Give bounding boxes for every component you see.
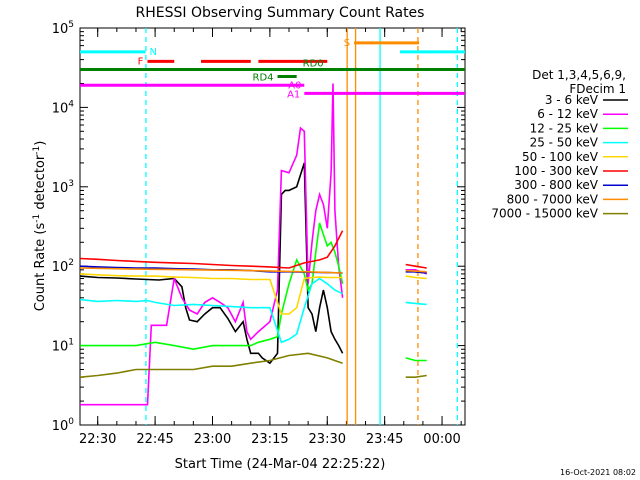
x-tick-label: 23:30 [309, 432, 346, 447]
series-line-4 [80, 273, 343, 315]
series-line-1 [80, 83, 344, 406]
legend-entry-label: 100 - 300 keV [514, 164, 598, 178]
y-tick-label: 100 [52, 417, 75, 434]
x-tick-label: 23:15 [251, 432, 288, 447]
chart-title: RHESSI Observing Summary Count Rates [136, 5, 425, 21]
series-line-5 [405, 263, 427, 269]
legend-header-line-2: FDecim 1 [569, 82, 626, 96]
legend-entry-label: 25 - 50 keV [530, 136, 599, 150]
y-tick-label: 105 [52, 20, 74, 37]
legend-entry-label: 300 - 800 keV [514, 178, 598, 192]
x-tick-label: 00:00 [423, 432, 460, 447]
y-axis: 100 101 102 103 104 105 [52, 20, 465, 434]
legend-entry-label: 6 - 12 keV [537, 107, 599, 121]
flag-label-n: N [150, 47, 157, 58]
y-tick-label: 101 [52, 338, 74, 355]
y-tick-label: 104 [52, 99, 75, 116]
y-axis-label: Count Rate (s-1 detector-1) [32, 141, 48, 312]
legend-entry-label: 12 - 25 keV [530, 121, 599, 135]
x-tick-label: 23:00 [194, 432, 231, 447]
series-line-7 [80, 267, 343, 274]
series-line-8 [80, 352, 343, 378]
x-axis-label: Start Time (24-Mar-04 22:25:22) [175, 457, 386, 472]
flag-label-rd4: RD4 [253, 73, 274, 84]
series-line-2 [405, 357, 427, 362]
plot-area [79, 27, 466, 426]
y-tick-label: 102 [52, 258, 74, 275]
marker-lines [145, 28, 458, 425]
series-line-5 [80, 230, 344, 269]
data-series [80, 83, 427, 406]
legend-entry-label: 800 - 7000 keV [507, 192, 599, 206]
flag-label-a0: A0 [288, 80, 301, 91]
flag-label-s: S [344, 38, 350, 49]
x-tick-label: 22:30 [79, 432, 116, 447]
series-line-4 [405, 275, 427, 280]
legend-header-line-1: Det 1,3,4,5,6,9, [532, 68, 626, 82]
x-tick-label: 23:45 [366, 432, 403, 447]
series-line-8 [405, 374, 427, 379]
y-tick-label: 103 [52, 179, 74, 196]
series-line-2 [80, 222, 344, 351]
legend-entry-label: 7000 - 15000 keV [491, 207, 598, 221]
flag-label-f: F [138, 56, 144, 67]
series-line-7 [405, 269, 427, 273]
flag-label-rd0: RD0 [303, 59, 324, 70]
series-line-3 [405, 301, 427, 306]
x-tick-label: 22:45 [136, 432, 173, 447]
footer-timestamp: 16-Oct-2021 08:02 [560, 468, 636, 477]
flag-label-a1: A1 [287, 89, 300, 100]
legend-entry-label: 50 - 100 keV [522, 150, 599, 164]
x-axis: 22:30 22:45 23:00 23:15 23:30 23:45 00:00 [79, 28, 462, 447]
series-line-3 [80, 277, 343, 344]
legend-entry-label: 3 - 6 keV [545, 93, 599, 107]
